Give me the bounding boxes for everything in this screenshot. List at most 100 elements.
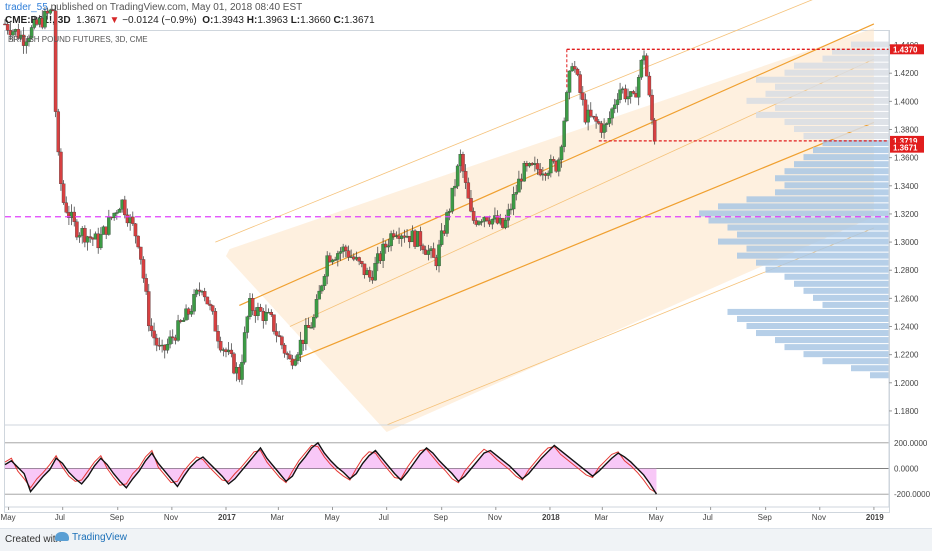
candle-up[interactable] <box>189 311 194 315</box>
candle-down[interactable] <box>59 151 63 184</box>
candle-up[interactable] <box>322 276 327 286</box>
candle-up[interactable] <box>338 251 343 254</box>
candle-down[interactable] <box>391 233 396 237</box>
candle-up[interactable] <box>549 159 553 174</box>
candle-down[interactable] <box>647 75 652 96</box>
candle-up[interactable] <box>618 89 622 100</box>
candle-down[interactable] <box>51 9 55 12</box>
candle-down[interactable] <box>471 211 476 221</box>
candle-up[interactable] <box>426 250 431 255</box>
candle-down[interactable] <box>149 325 154 331</box>
candle-down[interactable] <box>421 245 425 251</box>
candle-up[interactable] <box>333 259 337 261</box>
candle-down[interactable] <box>285 353 289 355</box>
candle-up[interactable] <box>240 362 244 380</box>
candle-up[interactable] <box>99 234 103 249</box>
candle-down[interactable] <box>5 23 10 31</box>
candle-down[interactable] <box>64 202 68 213</box>
candle-up[interactable] <box>309 327 313 329</box>
candle-down[interactable] <box>274 331 279 336</box>
candle-up[interactable] <box>386 245 391 248</box>
candle-up[interactable] <box>304 325 308 344</box>
candle-down[interactable] <box>357 257 361 262</box>
candle-down[interactable] <box>139 246 143 260</box>
candle-down[interactable] <box>56 111 61 153</box>
candle-up[interactable] <box>117 209 122 213</box>
candle-down[interactable] <box>623 88 628 100</box>
candle-up[interactable] <box>517 178 521 193</box>
candle-up[interactable] <box>615 99 620 106</box>
channel-line-1[interactable] <box>289 121 875 363</box>
candle-up[interactable] <box>107 216 111 235</box>
candle-up[interactable] <box>296 354 300 361</box>
candle-up[interactable] <box>298 339 303 355</box>
candle-down[interactable] <box>368 270 372 278</box>
candle-down[interactable] <box>575 68 580 75</box>
chart-canvas[interactable]: 1.44001.42001.40001.38001.36001.34001.32… <box>0 0 932 528</box>
candle-down[interactable] <box>197 289 202 292</box>
candle-up[interactable] <box>626 96 630 100</box>
candle-up[interactable] <box>242 332 247 363</box>
candle-down[interactable] <box>288 354 292 360</box>
candle-up[interactable] <box>293 360 297 366</box>
candle-up[interactable] <box>610 108 614 119</box>
candle-down[interactable] <box>210 305 215 312</box>
candle-up[interactable] <box>29 27 34 39</box>
candle-up[interactable] <box>490 218 495 225</box>
candle-up[interactable] <box>445 212 449 234</box>
candle-down[interactable] <box>205 296 210 305</box>
candle-up[interactable] <box>176 320 180 341</box>
candle-up[interactable] <box>314 299 319 318</box>
candle-up[interactable] <box>256 306 260 316</box>
candle-down[interactable] <box>133 223 138 237</box>
candle-down[interactable] <box>652 119 657 142</box>
candle-down[interactable] <box>466 182 471 199</box>
candle-up[interactable] <box>389 233 393 247</box>
candle-up[interactable] <box>503 220 508 228</box>
candle-down[interactable] <box>16 29 21 39</box>
candle-down[interactable] <box>485 216 489 221</box>
candle-up[interactable] <box>77 235 82 238</box>
candle-up[interactable] <box>602 124 606 133</box>
candle-up[interactable] <box>115 212 119 214</box>
candle-up[interactable] <box>112 212 116 218</box>
candle-down[interactable] <box>344 246 348 251</box>
candle-up[interactable] <box>605 123 609 125</box>
candle-up[interactable] <box>165 344 170 351</box>
candle-down[interactable] <box>155 337 159 346</box>
candle-down[interactable] <box>362 263 367 276</box>
candle-up[interactable] <box>565 92 569 122</box>
candle-up[interactable] <box>320 285 324 292</box>
candle-down[interactable] <box>469 198 473 212</box>
candle-up[interactable] <box>85 236 90 243</box>
candle-up[interactable] <box>373 263 377 281</box>
candle-down[interactable] <box>644 55 649 77</box>
candle-down[interactable] <box>418 231 423 246</box>
candle-down[interactable] <box>269 311 274 315</box>
candle-down[interactable] <box>631 91 636 94</box>
candle-down[interactable] <box>61 183 66 203</box>
candle-down[interactable] <box>650 94 654 121</box>
candle-up[interactable] <box>450 187 455 212</box>
candle-up[interactable] <box>509 208 513 211</box>
candle-up[interactable] <box>514 192 518 195</box>
candle-up[interactable] <box>312 317 316 328</box>
candle-down[interactable] <box>123 199 127 216</box>
candle-up[interactable] <box>639 59 644 78</box>
candle-down[interactable] <box>213 311 218 332</box>
candle-up[interactable] <box>562 120 566 147</box>
candle-down[interactable] <box>573 66 577 70</box>
candle-down[interactable] <box>83 228 87 243</box>
candle-down[interactable] <box>280 336 284 346</box>
candle-down[interactable] <box>232 353 236 374</box>
candle-up[interactable] <box>264 312 268 321</box>
candle-down[interactable] <box>258 306 263 312</box>
candle-up[interactable] <box>48 9 53 14</box>
oscillator-pane[interactable] <box>4 441 889 495</box>
candle-down[interactable] <box>578 74 582 93</box>
candle-up[interactable] <box>192 294 196 312</box>
candle-down[interactable] <box>431 248 436 258</box>
candle-down[interactable] <box>131 216 135 224</box>
candle-down[interactable] <box>581 92 585 100</box>
candle-up[interactable] <box>477 221 481 225</box>
